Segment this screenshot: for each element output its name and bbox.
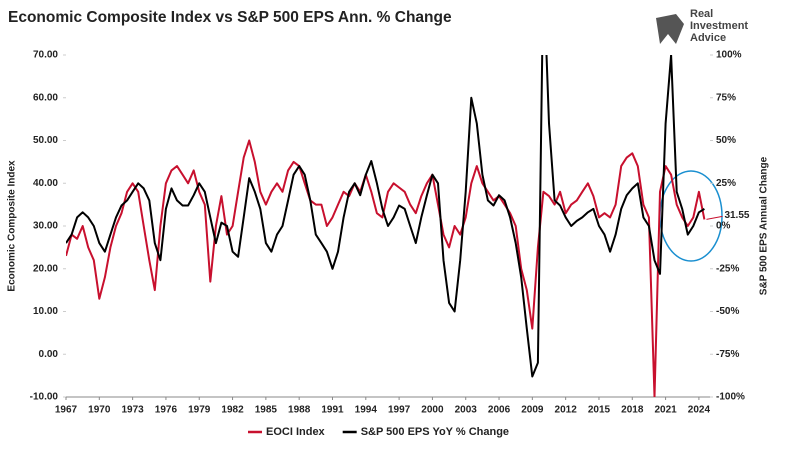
y-tick-label: 70.00 — [33, 50, 58, 61]
y2-axis-title: S&P 500 EPS Annual Change — [759, 156, 770, 295]
x-tick-label: 1976 — [155, 405, 178, 416]
x-tick-label: 1997 — [388, 405, 411, 416]
y-tick-label: 20.00 — [33, 263, 58, 274]
y-tick-label: 40.00 — [33, 178, 58, 189]
y2-tick-label: 100% — [716, 50, 742, 61]
x-tick-label: 1985 — [255, 405, 278, 416]
y-tick-label: 0.00 — [39, 349, 59, 360]
x-tick-label: 2003 — [455, 405, 478, 416]
legend-label: S&P 500 EPS YoY % Change — [361, 426, 509, 438]
x-tick-label: 1991 — [321, 405, 344, 416]
x-tick-label: 2018 — [621, 405, 644, 416]
legend-label: EOCI Index — [266, 426, 326, 438]
series-line — [66, 139, 706, 397]
y-tick-label: 60.00 — [33, 92, 58, 103]
logo-text: Investment — [690, 20, 748, 32]
x-tick-label: 1967 — [55, 405, 78, 416]
x-tick-label: 1988 — [288, 405, 311, 416]
x-tick-label: 2015 — [588, 405, 611, 416]
logo-icon — [656, 14, 684, 44]
y2-tick-label: 0% — [716, 221, 731, 232]
chart-title: Economic Composite Index vs S&P 500 EPS … — [8, 9, 452, 26]
x-tick-label: 2006 — [488, 405, 511, 416]
y2-tick-label: 50% — [716, 135, 736, 146]
x-tick-label: 1973 — [121, 405, 144, 416]
logo-text: Real — [690, 8, 713, 20]
plot-area — [66, 55, 706, 397]
x-tick-label: 1994 — [355, 405, 378, 416]
y-tick-label: 30.00 — [33, 221, 58, 232]
y2-tick-label: 25% — [716, 178, 736, 189]
logo: Real Investment Advice — [656, 8, 748, 44]
y2-tick-label: -50% — [716, 306, 739, 317]
x-tick-label: 1970 — [88, 405, 111, 416]
x-tick-label: 2000 — [421, 405, 444, 416]
x-tick-label: 1979 — [188, 405, 211, 416]
x-tick-label: 2009 — [521, 405, 544, 416]
y2-tick-label: -100% — [716, 392, 745, 403]
annotation: 31.55 — [724, 210, 749, 221]
x-tick-label: 2012 — [555, 405, 578, 416]
series-line — [66, 55, 705, 378]
x-tick-label: 1982 — [221, 405, 244, 416]
y2-tick-label: -75% — [716, 349, 739, 360]
logo-text: Advice — [690, 32, 726, 44]
x-tick-label: 2024 — [688, 405, 711, 416]
y-tick-label: -10.00 — [30, 392, 59, 403]
y2-tick-label: 75% — [716, 92, 736, 103]
y-axis-title: Economic Composite Index — [7, 160, 18, 292]
annotation-leader — [706, 215, 723, 220]
x-tick-label: 2021 — [654, 405, 677, 416]
y2-tick-label: -25% — [716, 263, 739, 274]
y-tick-label: 50.00 — [33, 135, 58, 146]
y-tick-label: 10.00 — [33, 306, 58, 317]
highlight-ellipse — [659, 170, 723, 262]
